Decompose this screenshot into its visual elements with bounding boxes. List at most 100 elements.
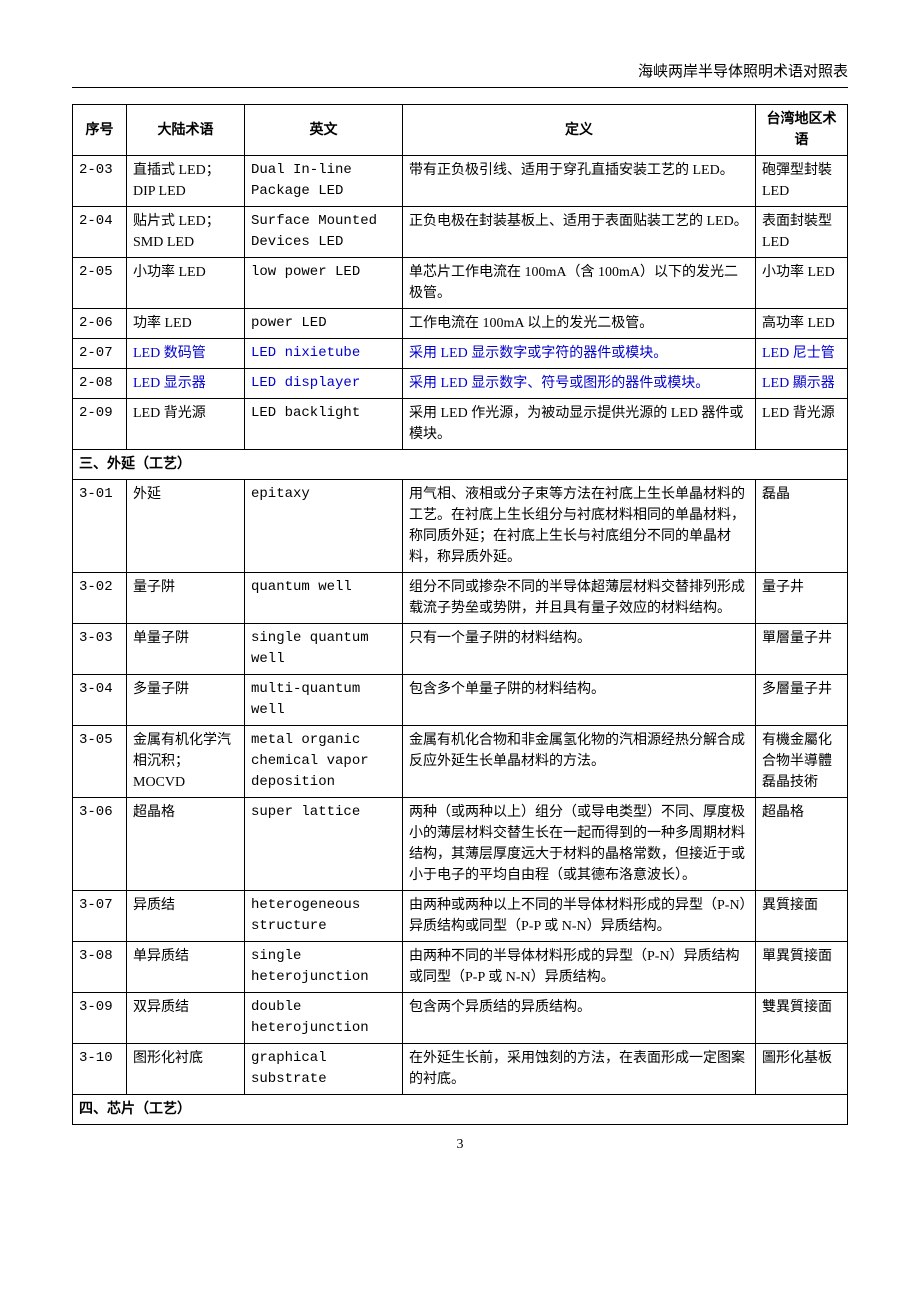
cell-english: single quantum well: [245, 624, 403, 675]
cell-english: epitaxy: [245, 480, 403, 573]
table-row: 3-02量子阱quantum well组分不同或掺杂不同的半导体超薄层材料交替排…: [73, 573, 848, 624]
col-seq: 序号: [73, 105, 127, 156]
cell-seq: 3-04: [73, 675, 127, 726]
page-number: 3: [72, 1137, 848, 1153]
cell-mainland: 图形化衬底: [127, 1044, 245, 1095]
cell-definition: 带有正负极引线、适用于穿孔直插安装工艺的 LED。: [403, 156, 756, 207]
cell-definition: 组分不同或掺杂不同的半导体超薄层材料交替排列形成载流子势垒或势阱，并且具有量子效…: [403, 573, 756, 624]
cell-english: heterogeneous structure: [245, 891, 403, 942]
cell-english: Dual In-line Package LED: [245, 156, 403, 207]
cell-definition: 在外延生长前，采用蚀刻的方法，在表面形成一定图案的衬底。: [403, 1044, 756, 1095]
cell-english: double heterojunction: [245, 993, 403, 1044]
cell-definition: 正负电极在封装基板上、适用于表面贴装工艺的 LED。: [403, 207, 756, 258]
col-definition: 定义: [403, 105, 756, 156]
cell-definition: 工作电流在 100mA 以上的发光二极管。: [403, 309, 756, 339]
table-row: 2-09LED 背光源LED backlight采用 LED 作光源，为被动显示…: [73, 399, 848, 450]
col-english: 英文: [245, 105, 403, 156]
cell-taiwan: 異質接面: [756, 891, 848, 942]
col-taiwan: 台湾地区术语: [756, 105, 848, 156]
cell-english: low power LED: [245, 258, 403, 309]
document-title: 海峡两岸半导体照明术语对照表: [72, 60, 848, 88]
cell-english: power LED: [245, 309, 403, 339]
cell-mainland: LED 背光源: [127, 399, 245, 450]
cell-definition: 采用 LED 作光源，为被动显示提供光源的 LED 器件或模块。: [403, 399, 756, 450]
table-row: 2-05小功率 LEDlow power LED单芯片工作电流在 100mA（含…: [73, 258, 848, 309]
cell-seq: 3-03: [73, 624, 127, 675]
table-header-row: 序号 大陆术语 英文 定义 台湾地区术语: [73, 105, 848, 156]
cell-taiwan: 雙異質接面: [756, 993, 848, 1044]
cell-taiwan: 超晶格: [756, 798, 848, 891]
cell-mainland: 量子阱: [127, 573, 245, 624]
cell-definition: 由两种或两种以上不同的半导体材料形成的异型（P-N）异质结构或同型（P-P 或 …: [403, 891, 756, 942]
cell-taiwan: LED 背光源: [756, 399, 848, 450]
cell-definition: 采用 LED 显示数字或字符的器件或模块。: [403, 339, 756, 369]
cell-taiwan: 高功率 LED: [756, 309, 848, 339]
cell-english: quantum well: [245, 573, 403, 624]
cell-taiwan: 表面封裝型 LED: [756, 207, 848, 258]
cell-mainland: LED 数码管: [127, 339, 245, 369]
cell-definition: 两种（或两种以上）组分（或导电类型）不同、厚度极小的薄层材料交替生长在一起而得到…: [403, 798, 756, 891]
cell-mainland: 直插式 LED；DIP LED: [127, 156, 245, 207]
cell-seq: 3-06: [73, 798, 127, 891]
cell-mainland: 双异质结: [127, 993, 245, 1044]
cell-definition: 只有一个量子阱的材料结构。: [403, 624, 756, 675]
cell-taiwan: 圖形化基板: [756, 1044, 848, 1095]
cell-definition: 由两种不同的半导体材料形成的异型（P-N）异质结构或同型（P-P 或 N-N）异…: [403, 942, 756, 993]
cell-taiwan: 多層量子井: [756, 675, 848, 726]
cell-definition: 采用 LED 显示数字、符号或图形的器件或模块。: [403, 369, 756, 399]
table-row: 3-01外延epitaxy用气相、液相或分子束等方法在衬底上生长单晶材料的工艺。…: [73, 480, 848, 573]
cell-seq: 2-04: [73, 207, 127, 258]
table-row: 3-04多量子阱multi-quantum well包含多个单量子阱的材料结构。…: [73, 675, 848, 726]
cell-mainland: 异质结: [127, 891, 245, 942]
table-row: 3-07异质结heterogeneous structure由两种或两种以上不同…: [73, 891, 848, 942]
table-body: 2-03直插式 LED；DIP LEDDual In-line Package …: [73, 156, 848, 1125]
cell-mainland: 金属有机化学汽相沉积；MOCVD: [127, 726, 245, 798]
cell-english: graphical substrate: [245, 1044, 403, 1095]
cell-english: Surface Mounted Devices LED: [245, 207, 403, 258]
cell-seq: 3-08: [73, 942, 127, 993]
cell-seq: 3-10: [73, 1044, 127, 1095]
col-mainland: 大陆术语: [127, 105, 245, 156]
cell-english: LED nixietube: [245, 339, 403, 369]
cell-seq: 2-09: [73, 399, 127, 450]
cell-definition: 包含多个单量子阱的材料结构。: [403, 675, 756, 726]
cell-definition: 金属有机化合物和非金属氢化物的汽相源经热分解合成反应外延生长单晶材料的方法。: [403, 726, 756, 798]
cell-seq: 2-07: [73, 339, 127, 369]
table-row: 3-10图形化衬底graphical substrate在外延生长前，采用蚀刻的…: [73, 1044, 848, 1095]
section-heading: 三、外延（工艺）: [73, 450, 848, 480]
table-row: 2-03直插式 LED；DIP LEDDual In-line Package …: [73, 156, 848, 207]
cell-mainland: 超晶格: [127, 798, 245, 891]
cell-seq: 3-05: [73, 726, 127, 798]
cell-seq: 3-09: [73, 993, 127, 1044]
cell-english: LED displayer: [245, 369, 403, 399]
cell-mainland: LED 显示器: [127, 369, 245, 399]
cell-english: LED backlight: [245, 399, 403, 450]
table-row: 2-04贴片式 LED；SMD LEDSurface Mounted Devic…: [73, 207, 848, 258]
cell-taiwan: LED 顯示器: [756, 369, 848, 399]
terminology-table: 序号 大陆术语 英文 定义 台湾地区术语 2-03直插式 LED；DIP LED…: [72, 104, 848, 1125]
cell-mainland: 功率 LED: [127, 309, 245, 339]
table-row: 三、外延（工艺）: [73, 450, 848, 480]
cell-definition: 单芯片工作电流在 100mA（含 100mA）以下的发光二极管。: [403, 258, 756, 309]
table-row: 2-07LED 数码管LED nixietube采用 LED 显示数字或字符的器…: [73, 339, 848, 369]
cell-seq: 3-01: [73, 480, 127, 573]
table-row: 3-08单异质结single heterojunction由两种不同的半导体材料…: [73, 942, 848, 993]
section-heading: 四、芯片（工艺）: [73, 1095, 848, 1125]
cell-taiwan: 磊晶: [756, 480, 848, 573]
cell-mainland: 多量子阱: [127, 675, 245, 726]
cell-mainland: 外延: [127, 480, 245, 573]
cell-taiwan: 小功率 LED: [756, 258, 848, 309]
cell-taiwan: 砲彈型封裝 LED: [756, 156, 848, 207]
cell-definition: 包含两个异质结的异质结构。: [403, 993, 756, 1044]
cell-english: single heterojunction: [245, 942, 403, 993]
cell-mainland: 贴片式 LED；SMD LED: [127, 207, 245, 258]
table-row: 3-05金属有机化学汽相沉积；MOCVDmetal organic chemic…: [73, 726, 848, 798]
table-row: 2-06功率 LEDpower LED工作电流在 100mA 以上的发光二极管。…: [73, 309, 848, 339]
table-row: 四、芯片（工艺）: [73, 1095, 848, 1125]
page: 海峡两岸半导体照明术语对照表 序号 大陆术语 英文 定义 台湾地区术语 2-03…: [0, 0, 920, 1193]
cell-mainland: 小功率 LED: [127, 258, 245, 309]
cell-seq: 3-02: [73, 573, 127, 624]
cell-english: super lattice: [245, 798, 403, 891]
cell-seq: 3-07: [73, 891, 127, 942]
cell-definition: 用气相、液相或分子束等方法在衬底上生长单晶材料的工艺。在衬底上生长组分与衬底材料…: [403, 480, 756, 573]
